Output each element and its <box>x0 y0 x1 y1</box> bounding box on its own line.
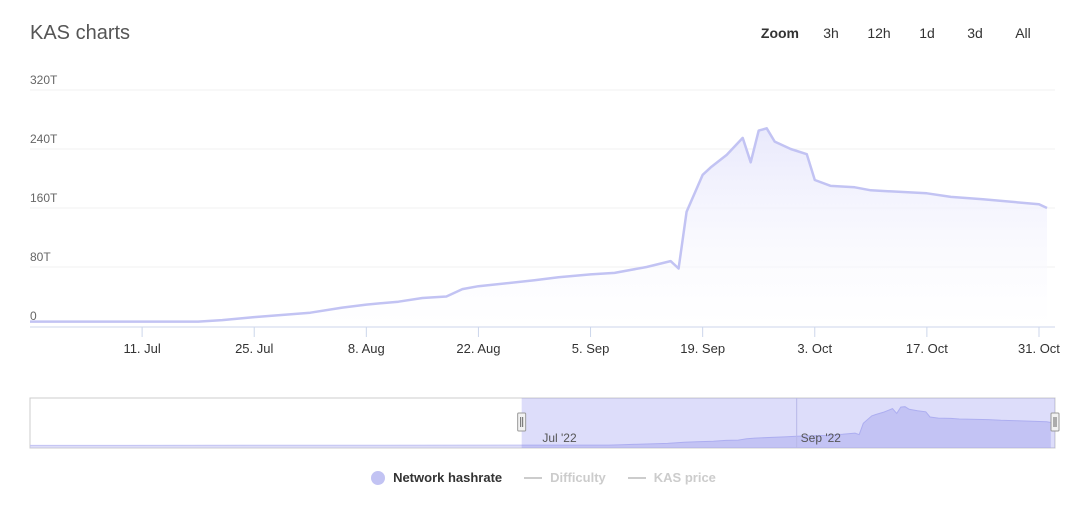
navigator-left-handle[interactable] <box>517 412 527 432</box>
legend-network-hashrate[interactable]: Network hashrate <box>371 470 502 485</box>
x-tick-label: 3. Oct <box>797 341 832 356</box>
y-tick-label: 80T <box>30 250 51 264</box>
x-tick-label: 17. Oct <box>906 341 948 356</box>
legend-kas-price[interactable]: KAS price <box>627 470 716 485</box>
y-tick-label: 160T <box>30 191 58 205</box>
x-tick-label: 19. Sep <box>680 341 725 356</box>
y-tick-label: 240T <box>30 132 58 146</box>
zoom-3d-button[interactable]: 3d <box>967 25 983 41</box>
series-line-network-hashrate <box>30 127 1048 323</box>
x-tick-label: 8. Aug <box>348 341 385 356</box>
x-tick-label: 5. Sep <box>572 341 610 356</box>
navigator-range-mask <box>521 398 1055 448</box>
grip-icon <box>517 412 527 432</box>
zoom-12h-button[interactable]: 12h <box>867 25 891 41</box>
hashrate-chart: 0 80T 160T 240T 320T 11. Jul 25. Jul 8. Aug 22. … <box>29 73 1060 449</box>
legend-label: KAS price <box>653 470 716 485</box>
x-tick-label: 22. Aug <box>456 341 500 356</box>
zoom-label: Zoom <box>760 25 799 41</box>
legend-label: Network hashrate <box>393 470 503 485</box>
chart-legend: Network hashrate Difficulty KAS price <box>0 470 1087 485</box>
navigator-series-area <box>30 406 1051 448</box>
legend-marker-line-icon <box>627 476 646 479</box>
navigator-label: Jul '22 <box>542 431 577 445</box>
y-tick-label: 320T <box>30 73 58 87</box>
navigator-series-line <box>29 406 1051 446</box>
legend-marker-line-icon <box>524 476 543 479</box>
x-tick-label: 11. Jul <box>123 341 160 356</box>
zoom-all-button[interactable]: All <box>1015 25 1031 41</box>
chart-title: KAS charts <box>30 22 131 44</box>
y-tick-label: 0 <box>30 309 37 323</box>
navigator-right-handle[interactable] <box>1050 412 1060 432</box>
zoom-controls: Zoom 3h 12h 1d 3d All <box>761 25 1047 41</box>
legend-marker-circle-icon <box>371 470 386 485</box>
legend-difficulty[interactable]: Difficulty <box>524 470 606 485</box>
x-tick-label: 31. Oct <box>1018 341 1060 356</box>
x-tick-label: 25. Jul <box>235 341 273 356</box>
series-area <box>30 128 1047 326</box>
grip-icon <box>1050 412 1060 432</box>
legend-label: Difficulty <box>550 470 606 485</box>
zoom-3h-button[interactable]: 3h <box>823 25 839 41</box>
zoom-1d-button[interactable]: 1d <box>919 25 935 41</box>
navigator-label: Sep '22 <box>801 431 842 445</box>
